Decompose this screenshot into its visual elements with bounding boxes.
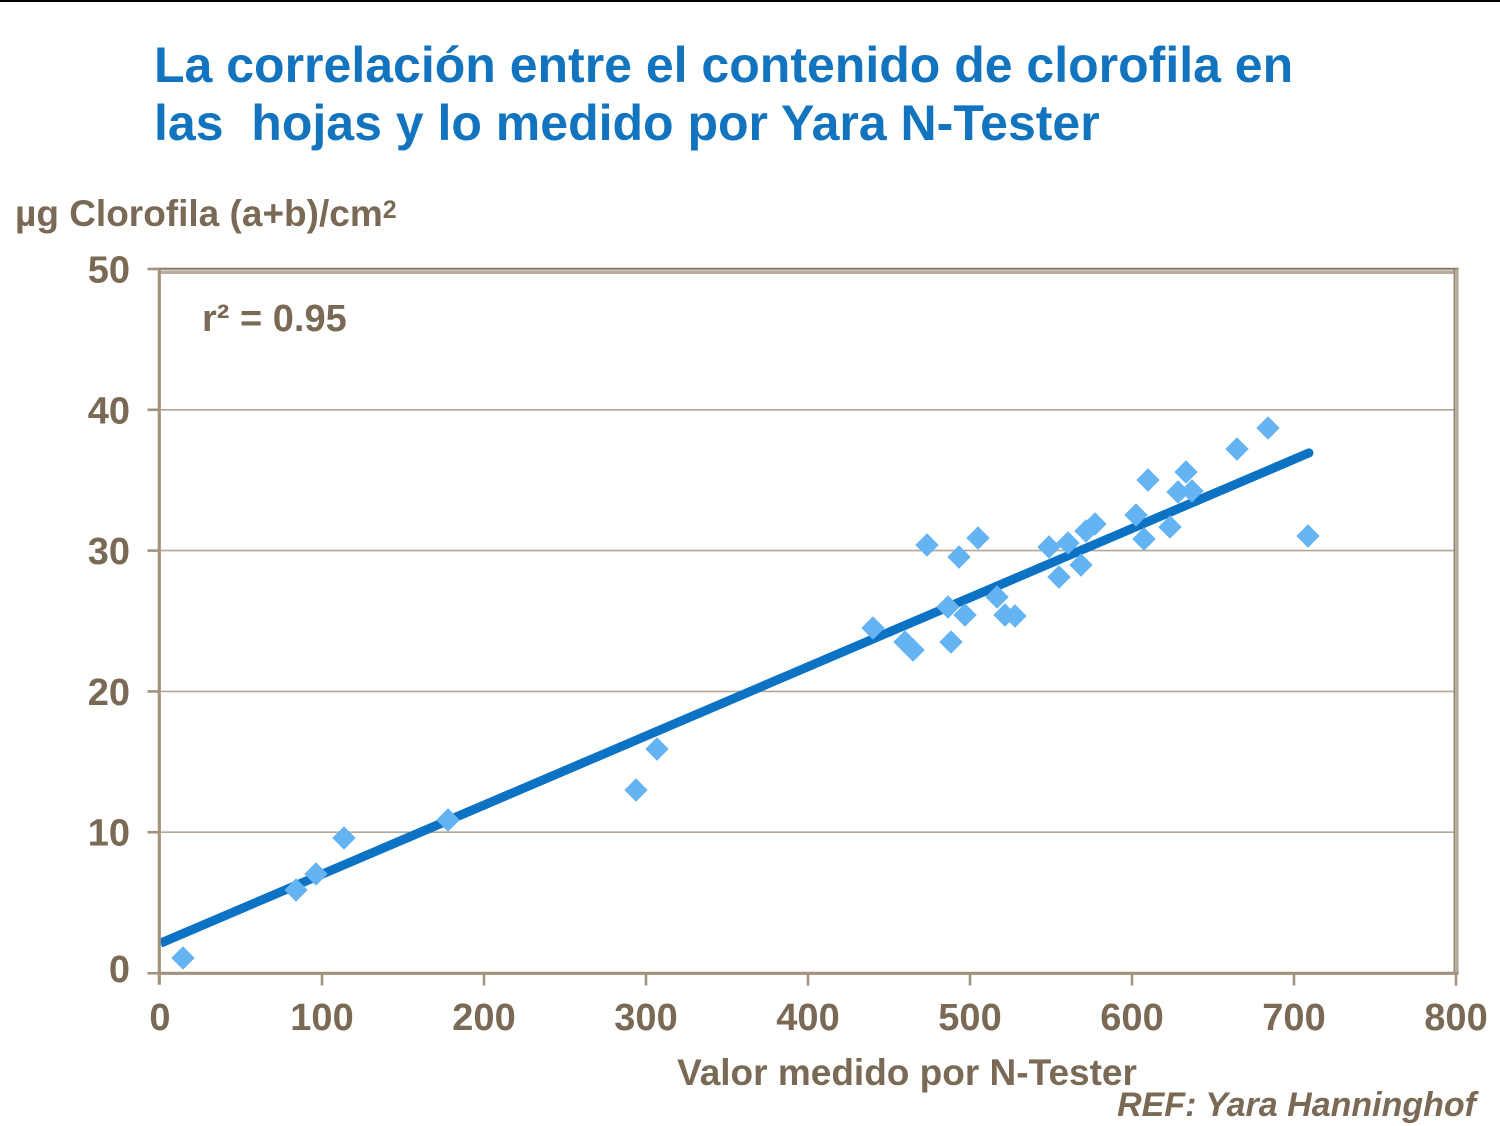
svg-text:0: 0 [109,949,130,991]
svg-text:r² = 0.95: r² = 0.95 [202,298,347,340]
svg-text:400: 400 [776,997,839,1039]
svg-text:200: 200 [452,997,515,1039]
svg-text:REF: Yara Hanninghof: REF: Yara Hanninghof [1117,1086,1480,1124]
svg-text:10: 10 [88,813,130,855]
svg-text:700: 700 [1262,997,1325,1039]
svg-text:600: 600 [1100,997,1163,1039]
svg-text:40: 40 [88,390,130,432]
svg-text:µg Clorofila (a+b)/cm2: µg Clorofila (a+b)/cm2 [15,193,397,234]
svg-text:20: 20 [88,672,130,714]
svg-text:300: 300 [614,997,677,1039]
svg-text:Valor medido por N-Tester: Valor medido por N-Tester [677,1052,1137,1093]
svg-text:100: 100 [290,997,353,1039]
svg-text:30: 30 [88,531,130,573]
svg-text:800: 800 [1424,997,1487,1039]
svg-text:50: 50 [88,250,130,292]
svg-text:0: 0 [149,997,170,1039]
svg-text:500: 500 [938,997,1001,1039]
